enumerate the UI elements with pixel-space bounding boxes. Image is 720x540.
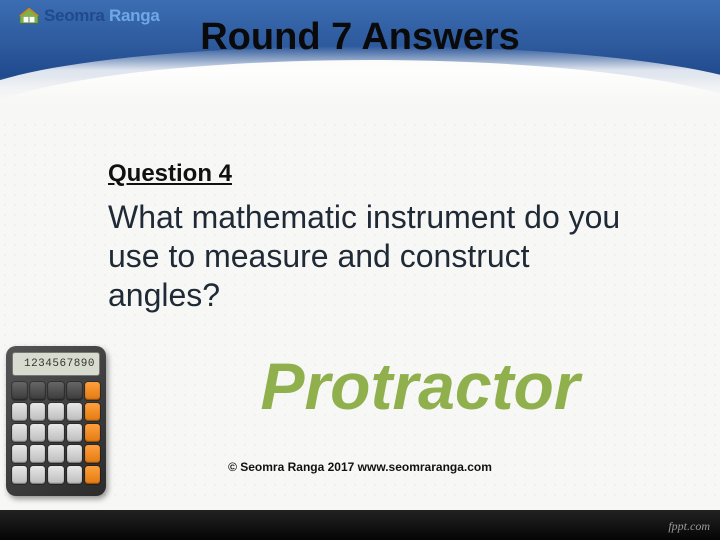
footer-bar <box>0 510 720 540</box>
logo-text-ranga: Ranga <box>109 6 159 25</box>
fppt-watermark: fppt.com <box>668 519 710 534</box>
calculator-image: 1234567890 <box>6 346 106 496</box>
house-book-icon <box>18 7 40 25</box>
copyright-text: © Seomra Ranga 2017 www.seomraranga.com <box>0 460 720 474</box>
calculator-body: 1234567890 <box>6 346 106 496</box>
answer-text: Protractor <box>140 348 700 424</box>
logo-text-seomra: Seomra <box>44 6 105 25</box>
calculator-keys <box>12 382 100 484</box>
question-label: Question 4 <box>108 160 232 188</box>
logo-text: Seomra Ranga <box>44 6 159 26</box>
calculator-screen: 1234567890 <box>12 352 100 376</box>
logo: Seomra Ranga <box>18 6 159 26</box>
slide: Seomra Ranga Round 7 Answers Question 4 … <box>0 0 720 540</box>
question-text: What mathematic instrument do you use to… <box>108 198 648 315</box>
